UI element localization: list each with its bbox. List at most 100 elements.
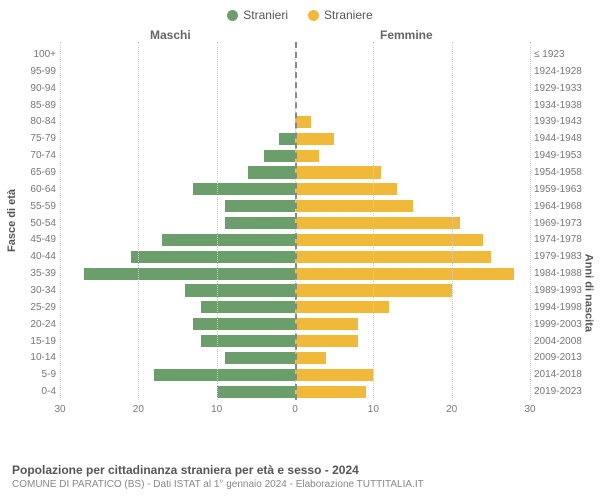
age-label: 30-34 bbox=[16, 285, 56, 296]
bar-female bbox=[295, 200, 413, 212]
plot: 100+≤ 192395-991924-192890-941929-193385… bbox=[60, 42, 530, 422]
center-axis bbox=[295, 42, 297, 400]
bar-female bbox=[295, 318, 358, 330]
year-label: 1959-1963 bbox=[534, 184, 592, 195]
year-label: 1954-1958 bbox=[534, 167, 592, 178]
age-label: 15-19 bbox=[16, 336, 56, 347]
bar-male bbox=[264, 150, 295, 162]
bar-female bbox=[295, 150, 319, 162]
gridline bbox=[60, 42, 61, 400]
x-tick: 0 bbox=[292, 404, 298, 415]
age-label: 20-24 bbox=[16, 319, 56, 330]
year-label: 2009-2013 bbox=[534, 352, 592, 363]
legend-male: Stranieri bbox=[227, 8, 288, 22]
age-label: 85-89 bbox=[16, 100, 56, 111]
header-female: Femmine bbox=[380, 28, 433, 42]
year-label: 1949-1953 bbox=[534, 150, 592, 161]
age-label: 10-14 bbox=[16, 352, 56, 363]
year-label: 2004-2008 bbox=[534, 336, 592, 347]
year-label: 1929-1933 bbox=[534, 83, 592, 94]
age-label: 100+ bbox=[16, 49, 56, 60]
age-label: 35-39 bbox=[16, 268, 56, 279]
year-label: 1999-2003 bbox=[534, 319, 592, 330]
year-label: 1934-1938 bbox=[534, 100, 592, 111]
age-label: 90-94 bbox=[16, 83, 56, 94]
bar-female bbox=[295, 335, 358, 347]
bar-male bbox=[201, 301, 295, 313]
bar-male bbox=[279, 133, 295, 145]
age-label: 95-99 bbox=[16, 66, 56, 77]
gridline bbox=[217, 42, 218, 400]
gridline bbox=[138, 42, 139, 400]
age-label: 0-4 bbox=[16, 386, 56, 397]
x-tick: 30 bbox=[524, 404, 535, 415]
bar-female bbox=[295, 251, 491, 263]
age-label: 25-29 bbox=[16, 302, 56, 313]
x-tick: 10 bbox=[368, 404, 379, 415]
x-tick: 20 bbox=[446, 404, 457, 415]
footer: Popolazione per cittadinanza straniera p… bbox=[12, 463, 588, 490]
legend-female: Straniere bbox=[308, 8, 373, 22]
year-label: 1939-1943 bbox=[534, 116, 592, 127]
age-label: 55-59 bbox=[16, 201, 56, 212]
bar-male bbox=[201, 335, 295, 347]
female-swatch bbox=[308, 10, 319, 21]
year-label: 1974-1978 bbox=[534, 234, 592, 245]
x-tick: 30 bbox=[54, 404, 65, 415]
age-label: 75-79 bbox=[16, 133, 56, 144]
x-axis: 3020100102030 bbox=[60, 402, 530, 422]
year-label: 2014-2018 bbox=[534, 369, 592, 380]
year-label: ≤ 1923 bbox=[534, 49, 592, 60]
gridline bbox=[452, 42, 453, 400]
gridline bbox=[530, 42, 531, 400]
age-label: 45-49 bbox=[16, 234, 56, 245]
bar-female bbox=[295, 352, 326, 364]
bar-male bbox=[162, 234, 295, 246]
year-label: 1989-1993 bbox=[534, 285, 592, 296]
year-label: 1969-1973 bbox=[534, 218, 592, 229]
year-label: 1944-1948 bbox=[534, 133, 592, 144]
chart-area: Fasce di età Anni di nascita 100+≤ 19239… bbox=[0, 42, 600, 442]
bar-female bbox=[295, 183, 397, 195]
bar-male bbox=[154, 369, 295, 381]
bar-female bbox=[295, 301, 389, 313]
bar-female bbox=[295, 166, 381, 178]
bar-male bbox=[225, 352, 296, 364]
gridline bbox=[373, 42, 374, 400]
legend: Stranieri Straniere bbox=[0, 0, 600, 26]
legend-female-label: Straniere bbox=[324, 8, 373, 22]
bar-male bbox=[193, 318, 295, 330]
bar-female bbox=[295, 369, 373, 381]
year-label: 1984-1988 bbox=[534, 268, 592, 279]
bar-male bbox=[217, 386, 295, 398]
year-label: 1964-1968 bbox=[534, 201, 592, 212]
bar-male bbox=[131, 251, 296, 263]
year-label: 2019-2023 bbox=[534, 386, 592, 397]
footer-title: Popolazione per cittadinanza straniera p… bbox=[12, 463, 588, 477]
age-label: 50-54 bbox=[16, 218, 56, 229]
bar-female bbox=[295, 133, 334, 145]
legend-male-label: Stranieri bbox=[243, 8, 288, 22]
header-male: Maschi bbox=[150, 28, 191, 42]
year-label: 1979-1983 bbox=[534, 251, 592, 262]
age-label: 80-84 bbox=[16, 116, 56, 127]
year-label: 1994-1998 bbox=[534, 302, 592, 313]
age-label: 40-44 bbox=[16, 251, 56, 262]
age-label: 70-74 bbox=[16, 150, 56, 161]
footer-sub: COMUNE DI PARATICO (BS) - Dati ISTAT al … bbox=[12, 479, 588, 490]
age-label: 5-9 bbox=[16, 369, 56, 380]
year-label: 1924-1928 bbox=[534, 66, 592, 77]
age-label: 60-64 bbox=[16, 184, 56, 195]
bar-male bbox=[193, 183, 295, 195]
bar-female bbox=[295, 234, 483, 246]
bar-male bbox=[185, 284, 295, 296]
bar-male bbox=[225, 200, 296, 212]
bar-female bbox=[295, 116, 311, 128]
male-swatch bbox=[227, 10, 238, 21]
bar-female bbox=[295, 386, 366, 398]
x-tick: 10 bbox=[211, 404, 222, 415]
bar-male bbox=[84, 268, 296, 280]
bar-male bbox=[225, 217, 296, 229]
age-label: 65-69 bbox=[16, 167, 56, 178]
bar-female bbox=[295, 268, 514, 280]
